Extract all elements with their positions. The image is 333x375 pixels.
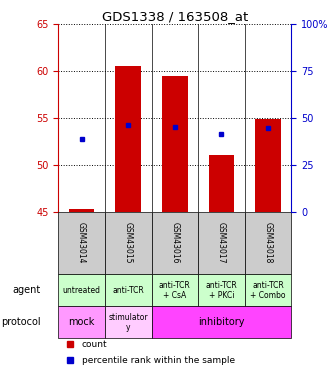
Text: count: count <box>82 340 107 349</box>
Text: protocol: protocol <box>1 317 41 327</box>
Text: anti-TCR
+ Combo: anti-TCR + Combo <box>250 280 286 300</box>
Bar <box>152 306 291 339</box>
Bar <box>58 212 105 274</box>
Text: percentile rank within the sample: percentile rank within the sample <box>82 356 235 365</box>
Bar <box>245 212 291 274</box>
Bar <box>116 66 141 212</box>
Bar <box>255 119 281 212</box>
Text: agent: agent <box>12 285 41 295</box>
Bar <box>105 274 152 306</box>
Text: GSM43017: GSM43017 <box>217 222 226 264</box>
Bar <box>152 274 198 306</box>
Bar <box>105 212 152 274</box>
Text: inhibitory: inhibitory <box>198 317 245 327</box>
Bar <box>198 212 245 274</box>
Text: anti-TCR
+ CsA: anti-TCR + CsA <box>159 280 191 300</box>
Text: GSM43015: GSM43015 <box>124 222 133 264</box>
Bar <box>245 274 291 306</box>
Bar <box>152 212 198 274</box>
Title: GDS1338 / 163508_at: GDS1338 / 163508_at <box>102 10 248 23</box>
Bar <box>105 306 152 339</box>
Text: stimulator
y: stimulator y <box>109 313 148 332</box>
Bar <box>58 274 105 306</box>
Bar <box>58 306 105 339</box>
Text: GSM43014: GSM43014 <box>77 222 86 264</box>
Bar <box>162 76 188 212</box>
Bar <box>198 274 245 306</box>
Text: anti-TCR
+ PKCi: anti-TCR + PKCi <box>205 280 237 300</box>
Text: mock: mock <box>68 317 95 327</box>
Text: GSM43016: GSM43016 <box>170 222 179 264</box>
Text: anti-TCR: anti-TCR <box>112 286 144 295</box>
Text: untreated: untreated <box>63 286 101 295</box>
Bar <box>69 209 95 212</box>
Text: GSM43018: GSM43018 <box>263 222 273 264</box>
Bar <box>208 154 234 212</box>
